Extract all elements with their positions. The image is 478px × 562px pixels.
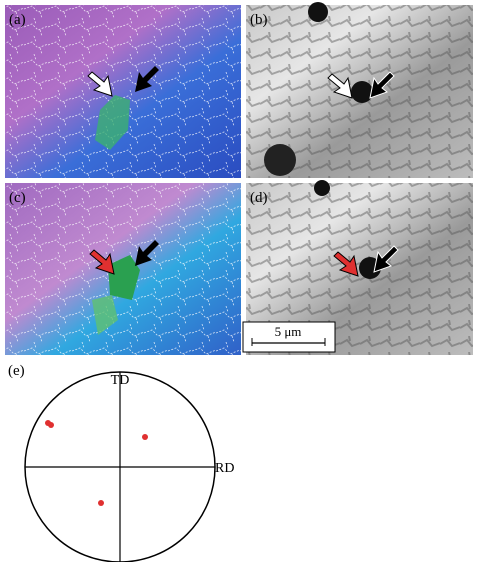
scale-bar-label: 5 μm	[275, 324, 302, 339]
axis-label: RD	[215, 461, 234, 476]
panel-a: (a)	[5, 5, 241, 178]
panel-c: (c)	[5, 183, 241, 355]
panel-label: (e)	[8, 363, 25, 379]
panel-d: 5 μm (d)	[243, 180, 473, 355]
panel-label: (a)	[9, 12, 26, 28]
panel-b: (b)	[246, 2, 473, 178]
panel-label: (d)	[250, 190, 268, 206]
panel-label: (c)	[9, 190, 26, 206]
axis-label: TD	[111, 373, 130, 388]
panel-label: (b)	[250, 12, 268, 28]
pole-figure: (e) TD RD	[8, 363, 234, 562]
figure: (a) (b) (c) 5 μm (d) (e)	[0, 0, 478, 562]
